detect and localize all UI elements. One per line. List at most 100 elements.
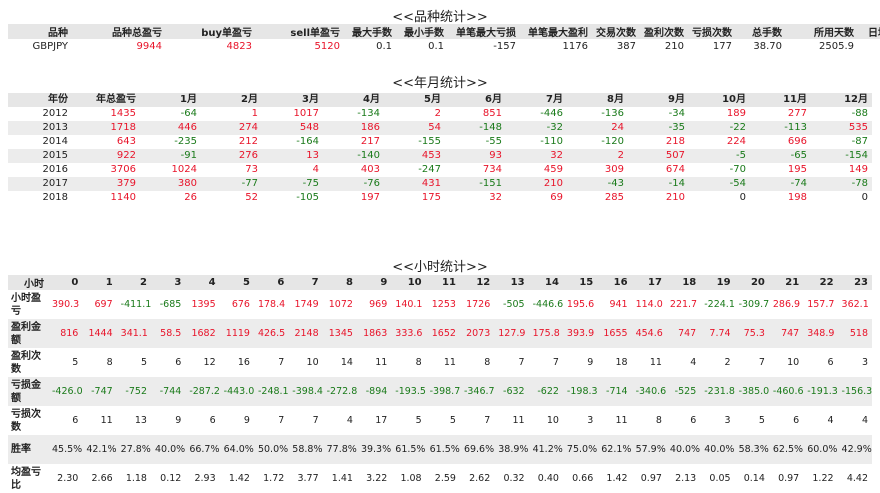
monthly-stats-header-row: 年份 年总盈亏 1月 2月 3月 4月 5月 6月 7月 8月 9月 10月 11月 12月 (8, 93, 872, 107)
table-cell: -148 (445, 121, 506, 135)
table-cell: 212 (201, 135, 262, 149)
table-row: 2013 1718 446 274 548 186 54 -148 -32 24 -35 -22 -11… (8, 121, 872, 135)
column-header: 11月 (750, 93, 811, 107)
table-cell: 186 (323, 121, 384, 135)
table-cell: 643 (72, 135, 140, 149)
table-cell: 0.14 (734, 464, 769, 493)
column-header: 单笔最大盈利 (520, 24, 592, 39)
column-header: 品种 (8, 24, 72, 39)
table-cell: 4 (262, 163, 323, 177)
row-header: 盈利次数 (8, 348, 48, 377)
table-cell: 11 (494, 406, 529, 435)
table-cell: 13 (116, 406, 151, 435)
table-cell: 0.40 (528, 464, 563, 493)
table-cell: 1395 (185, 290, 220, 319)
table-cell: 11 (425, 348, 460, 377)
column-header: 0 (48, 275, 83, 290)
table-cell: 10 (288, 348, 323, 377)
column-header: 7月 (506, 93, 567, 107)
table-cell: 1863 (356, 319, 392, 348)
year-cell: 2018 (8, 191, 72, 205)
table-cell: 393.9 (562, 319, 598, 348)
table-cell: 5 (116, 348, 151, 377)
column-header: 4月 (323, 93, 384, 107)
table-cell: 9944 (72, 39, 166, 54)
table-cell: 9 (150, 406, 186, 435)
year-cell: 2014 (8, 135, 72, 149)
table-cell: 6 (665, 406, 701, 435)
table-cell: 1655 (597, 319, 632, 348)
table-cell: 2 (567, 149, 628, 163)
table-row: 2015 922 -91 276 13 -140 453 93 32 2 507 -5 -65 -154 (8, 149, 872, 163)
table-cell: -309.7 (734, 290, 769, 319)
table-cell: -398.4 (288, 377, 323, 406)
table-cell: 210 (628, 191, 689, 205)
table-row: 2017 379 380 -77 -75 -76 431 -151 210 -43 -14 -54 -7… (8, 177, 872, 191)
table-cell: 39.3% (356, 435, 392, 464)
table-cell: -157 (448, 39, 520, 54)
table-cell: 2073 (459, 319, 495, 348)
column-header: 11 (425, 275, 460, 290)
table-cell: 157.7 (803, 290, 838, 319)
table-cell: 2.66 (82, 464, 117, 493)
table-cell: 446 (140, 121, 201, 135)
table-cell: -22 (689, 121, 750, 135)
table-cell: 0.66 (562, 464, 598, 493)
column-header: 8月 (567, 93, 628, 107)
column-header: 1月 (140, 93, 201, 107)
table-cell: -398.7 (425, 377, 460, 406)
table-cell: -744 (150, 377, 186, 406)
table-cell: 140.1 (391, 290, 426, 319)
table-cell: 390.3 (48, 290, 83, 319)
table-cell: 3706 (72, 163, 140, 177)
table-cell: 348.9 (803, 319, 838, 348)
column-header: 日均次数 (858, 24, 880, 39)
table-cell: 224 (689, 135, 750, 149)
column-header: 10月 (689, 93, 750, 107)
table-cell: 114.0 (631, 290, 666, 319)
column-header: 亏损次数 (688, 24, 736, 39)
table-cell: 149 (811, 163, 872, 177)
table-cell: 1749 (288, 290, 323, 319)
table-cell: 54 (384, 121, 445, 135)
table-cell: 286.9 (768, 290, 804, 319)
table-cell: 221.7 (665, 290, 701, 319)
table-row: 胜率 45.5% 42.1% 27.8% 40.0% 66.7% 64.0% 50.0% 58.… (8, 435, 872, 464)
product-stats-table: 品种 品种总盈亏 buy单盈亏 sell单盈亏 最大手数 最小手数 单笔最大亏损 单笔最大盈利… (8, 24, 880, 54)
table-cell: 175 (384, 191, 445, 205)
table-cell: 11 (356, 348, 392, 377)
table-cell: 11 (597, 406, 632, 435)
table-cell: 13 (262, 149, 323, 163)
table-row: 小时盈亏 390.3 697 -411.1 -685 1395 676 178.4 1749 10… (8, 290, 872, 319)
column-header: 9月 (628, 93, 689, 107)
column-header: 2月 (201, 93, 262, 107)
table-cell: -70 (689, 163, 750, 177)
table-cell: -191.3 (803, 377, 838, 406)
table-cell: -54 (689, 177, 750, 191)
table-cell: -155 (384, 135, 445, 149)
table-cell: 274 (201, 121, 262, 135)
table-cell: 8 (631, 406, 666, 435)
table-cell: 32 (506, 149, 567, 163)
table-cell: 62.1% (597, 435, 632, 464)
table-cell: 93 (445, 149, 506, 163)
table-cell: 4 (837, 406, 872, 435)
table-cell: 11 (631, 348, 666, 377)
column-header: 总手数 (736, 24, 786, 39)
table-cell: 1017 (262, 107, 323, 121)
table-cell: 851 (445, 107, 506, 121)
table-cell: 1.08 (391, 464, 426, 493)
table-cell: 4.42 (837, 464, 872, 493)
table-cell: 11 (82, 406, 117, 435)
table-cell: 2148 (288, 319, 323, 348)
table-cell: 10 (528, 406, 563, 435)
table-cell: -752 (116, 377, 151, 406)
monthly-stats-title: <<年月统计>> (392, 76, 488, 91)
table-cell: 696 (750, 135, 811, 149)
column-header: 17 (631, 275, 666, 290)
table-cell: 9 (219, 406, 254, 435)
table-cell: 42.1% (82, 435, 117, 464)
table-cell: 2505.9 (786, 39, 858, 54)
table-row: 2016 3706 1024 73 4 403 -247 734 459 309 674 -70 195… (8, 163, 872, 177)
table-cell: 1435 (72, 107, 140, 121)
